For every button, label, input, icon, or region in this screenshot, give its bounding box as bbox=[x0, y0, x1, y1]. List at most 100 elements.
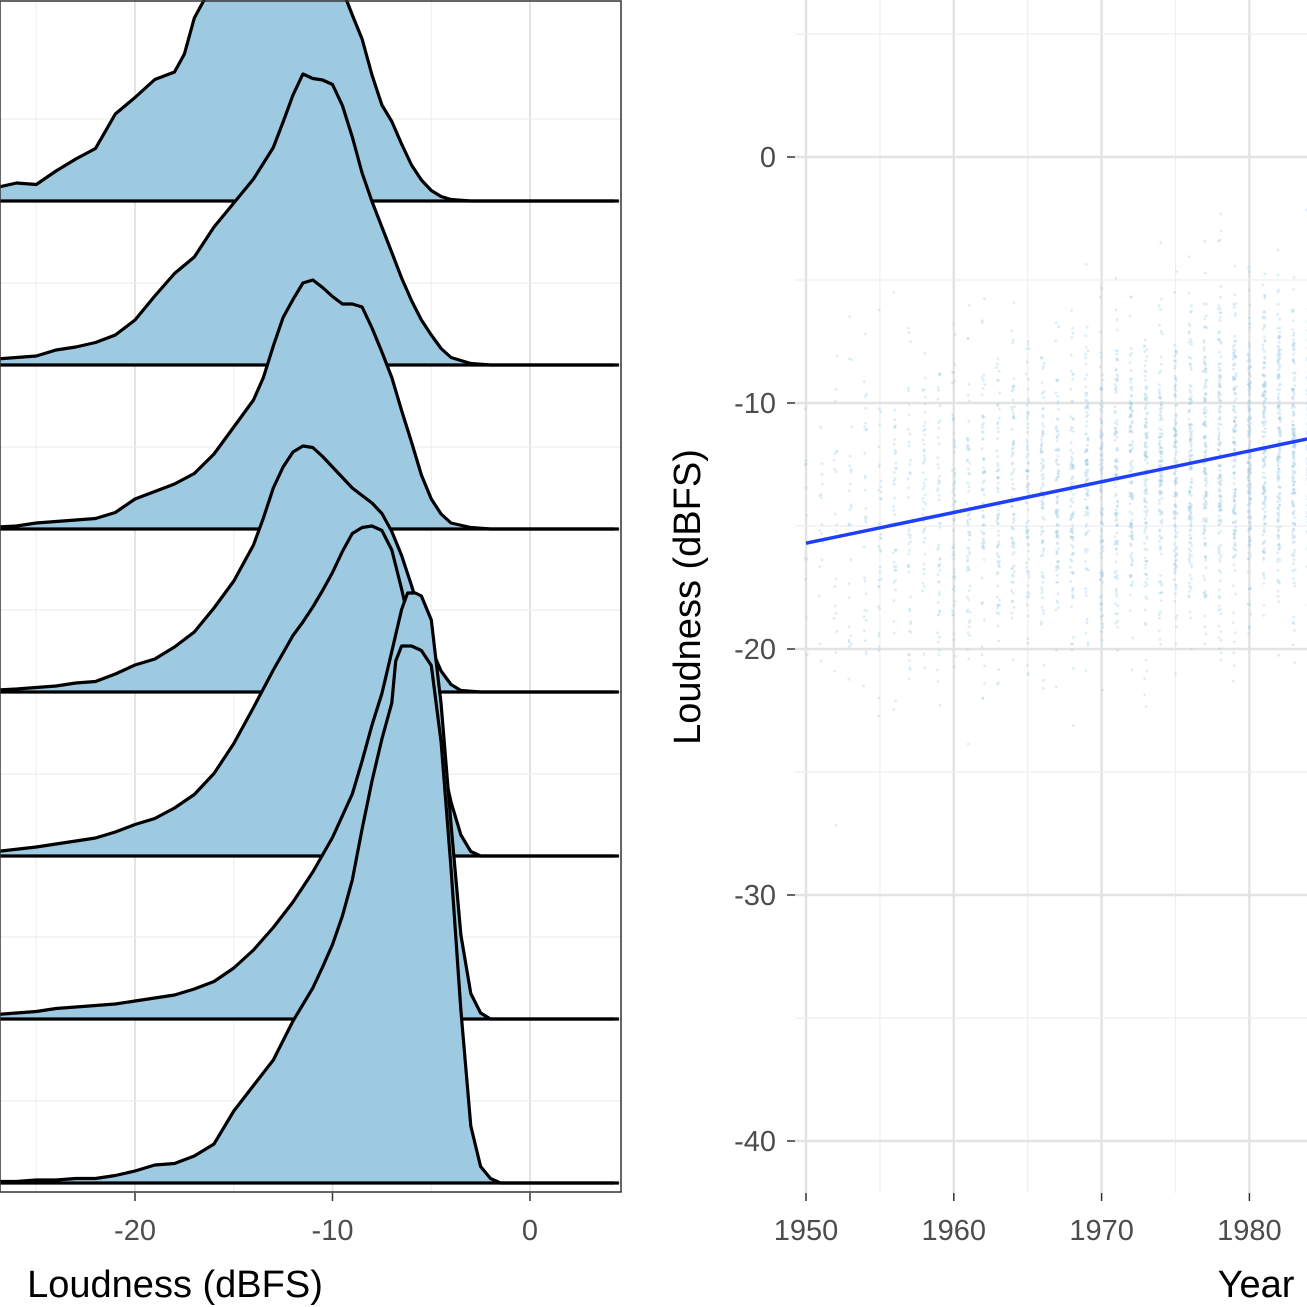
scatter-point bbox=[1247, 383, 1250, 387]
scatter-point bbox=[1041, 516, 1045, 519]
scatter-point bbox=[1116, 448, 1119, 452]
scatter-point bbox=[1012, 301, 1016, 305]
scatter-point bbox=[1070, 513, 1074, 517]
scatter-point bbox=[1130, 459, 1134, 463]
scatter-point bbox=[1131, 466, 1134, 470]
scatter-point bbox=[951, 416, 955, 420]
scatter-point bbox=[1144, 487, 1148, 491]
scatter-x-tick-label: 1950 bbox=[774, 1215, 839, 1247]
scatter-point bbox=[1293, 480, 1297, 484]
scatter-point bbox=[1174, 352, 1178, 355]
scatter-point bbox=[1115, 594, 1119, 598]
scatter-point bbox=[1114, 474, 1117, 478]
scatter-point bbox=[1249, 526, 1253, 529]
scatter-point bbox=[1217, 523, 1221, 527]
scatter-point bbox=[1173, 441, 1177, 445]
scatter-point bbox=[1116, 349, 1120, 353]
scatter-point bbox=[1202, 423, 1206, 426]
scatter-point bbox=[1099, 630, 1103, 633]
scatter-point bbox=[1277, 440, 1281, 444]
scatter-point bbox=[1130, 394, 1133, 397]
scatter-point bbox=[1249, 491, 1252, 495]
scatter-point bbox=[803, 462, 807, 466]
scatter-point bbox=[1159, 537, 1163, 540]
scatter-point bbox=[1262, 400, 1266, 403]
scatter-point bbox=[1159, 474, 1162, 478]
scatter-point bbox=[1070, 463, 1074, 466]
scatter-point bbox=[908, 629, 912, 633]
scatter-point bbox=[1085, 479, 1089, 482]
scatter-point bbox=[1276, 455, 1280, 459]
scatter-point bbox=[981, 601, 984, 605]
scatter-point bbox=[1219, 630, 1223, 633]
scatter-point bbox=[1292, 480, 1296, 484]
scatter-point bbox=[1189, 448, 1193, 452]
scatter-point bbox=[892, 580, 896, 584]
scatter-point bbox=[1099, 603, 1102, 606]
scatter-point bbox=[1012, 592, 1015, 595]
scatter-point bbox=[1263, 547, 1266, 551]
scatter-point bbox=[966, 595, 969, 599]
scatter-point bbox=[1128, 450, 1132, 454]
scatter-point bbox=[1040, 474, 1044, 477]
scatter-point bbox=[1189, 438, 1192, 442]
scatter-point bbox=[1292, 275, 1296, 279]
scatter-point bbox=[909, 340, 912, 343]
scatter-point bbox=[1160, 591, 1163, 594]
scatter-point bbox=[1247, 515, 1251, 519]
scatter-point bbox=[924, 478, 927, 481]
scatter-point bbox=[983, 541, 986, 544]
scatter-point bbox=[1234, 424, 1237, 428]
scatter-point bbox=[1086, 477, 1090, 481]
scatter-point bbox=[1277, 399, 1281, 403]
scatter-point bbox=[835, 523, 839, 527]
scatter-point bbox=[1174, 445, 1178, 449]
scatter-point bbox=[1232, 584, 1235, 587]
scatter-point bbox=[1114, 508, 1118, 511]
scatter-point bbox=[1084, 462, 1088, 466]
scatter-point bbox=[879, 410, 883, 414]
scatter-point bbox=[1189, 362, 1192, 366]
scatter-point bbox=[1085, 473, 1089, 477]
scatter-point bbox=[1174, 383, 1177, 387]
scatter-point bbox=[1057, 523, 1060, 527]
scatter-point bbox=[1293, 450, 1296, 454]
scatter-point bbox=[1219, 579, 1222, 583]
scatter-point bbox=[1159, 547, 1162, 551]
scatter-point bbox=[1174, 592, 1177, 596]
scatter-point bbox=[1173, 504, 1177, 507]
scatter-point bbox=[804, 459, 808, 462]
scatter-point bbox=[1292, 622, 1296, 625]
scatter-point bbox=[1099, 510, 1103, 513]
scatter-point bbox=[1039, 533, 1043, 536]
scatter-point bbox=[981, 437, 985, 441]
scatter-point bbox=[879, 497, 883, 501]
scatter-point bbox=[1276, 473, 1280, 477]
scatter-point bbox=[1263, 350, 1266, 353]
scatter-point bbox=[864, 618, 868, 622]
scatter-point bbox=[1246, 485, 1250, 489]
scatter-point bbox=[1114, 388, 1118, 392]
scatter-point bbox=[804, 486, 808, 490]
scatter-point bbox=[1158, 484, 1162, 488]
scatter-point bbox=[1172, 517, 1176, 520]
scatter-point bbox=[1234, 525, 1238, 529]
scatter-point bbox=[1010, 616, 1014, 620]
ridge-density-fill bbox=[0, 446, 619, 692]
scatter-point bbox=[1143, 453, 1147, 456]
scatter-point bbox=[1174, 438, 1178, 442]
scatter-point bbox=[938, 480, 942, 484]
scatter-point bbox=[1039, 461, 1043, 465]
scatter-point bbox=[1084, 377, 1087, 381]
scatter-point bbox=[1203, 642, 1206, 646]
scatter-point bbox=[1129, 525, 1133, 528]
scatter-point bbox=[1116, 374, 1120, 378]
scatter-point bbox=[1041, 506, 1044, 510]
scatter-point bbox=[893, 408, 897, 412]
scatter-point bbox=[1276, 362, 1280, 365]
scatter-point bbox=[997, 612, 1001, 616]
scatter-point bbox=[1069, 558, 1072, 562]
scatter-point bbox=[1085, 531, 1089, 535]
scatter-point bbox=[1101, 545, 1105, 549]
scatter-point bbox=[1276, 248, 1280, 252]
